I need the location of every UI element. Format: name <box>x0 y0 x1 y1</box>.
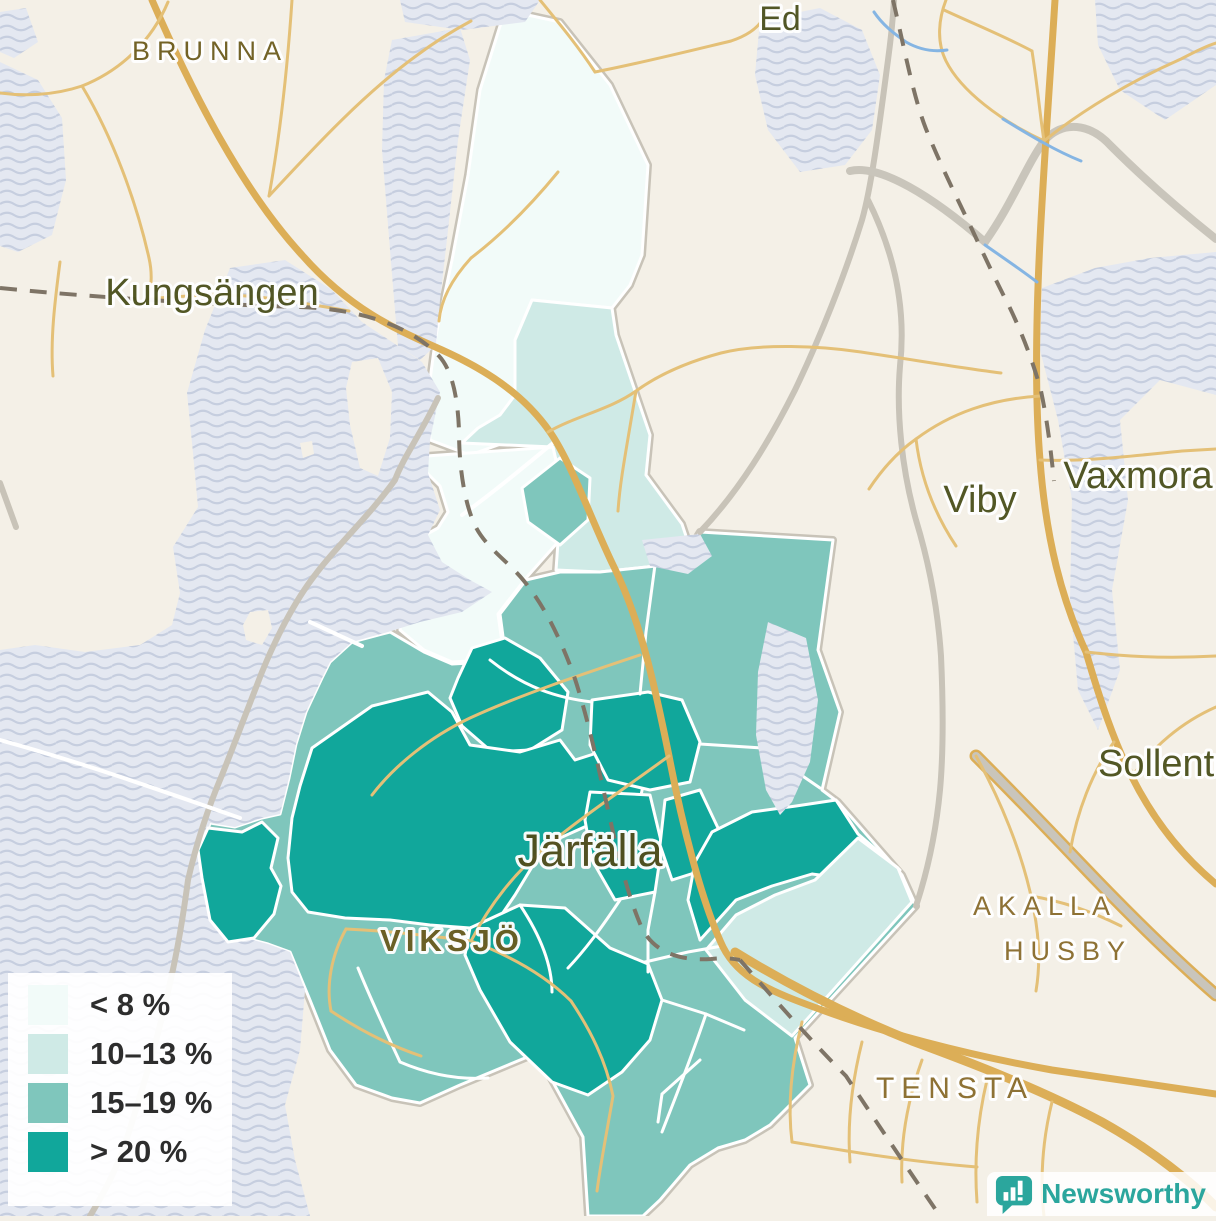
islands <box>243 358 392 645</box>
choropleth-class-10-13-east <box>704 836 914 1038</box>
island <box>300 441 314 458</box>
place-label-tensta: TENSTA <box>876 1072 1034 1105</box>
water-polygon <box>642 534 712 574</box>
place-label-brunna: BRUNNA <box>132 36 288 66</box>
legend-swatch-15-19 <box>28 1083 68 1123</box>
minor-white-roads <box>0 441 555 820</box>
logo-bars <box>1003 1180 1023 1201</box>
district-polygon <box>704 836 914 1038</box>
legend: < 8 % 10–13 % 15–19 % > 20 % <box>8 973 232 1206</box>
place-label-jarfalla: Järfälla <box>517 825 663 876</box>
legend-row: < 8 % <box>28 985 232 1025</box>
island <box>346 358 392 476</box>
legend-swatch-10-13 <box>28 1034 68 1074</box>
place-label-vaxmora: Vaxmora <box>1063 455 1213 497</box>
water-polygon <box>755 8 880 172</box>
water-polygon <box>382 28 470 360</box>
legend-swatch-color <box>28 1034 68 1074</box>
water-polygon <box>1040 252 1216 730</box>
legend-swatch-color <box>28 1083 68 1123</box>
legend-label: > 20 % <box>90 1134 188 1169</box>
streams <box>872 10 1083 284</box>
district-polygon <box>448 636 570 754</box>
district-polygon <box>196 820 283 944</box>
newsworthy-logo-icon <box>996 1175 1033 1214</box>
place-label-viksjo: VIKSJÖ <box>380 923 524 958</box>
district-polygon <box>588 690 702 792</box>
water-polygon <box>1095 0 1216 120</box>
legend-row: 15–19 % <box>28 1083 232 1123</box>
legend-label: 15–19 % <box>90 1085 213 1120</box>
place-label-sollentuna: Sollentuna <box>1098 743 1216 785</box>
choropleth-peninsula-over20 <box>196 820 283 944</box>
island <box>243 610 272 645</box>
district-polygon <box>463 903 664 1097</box>
choropleth-class-over20 <box>286 636 902 1097</box>
legend-row: 10–13 % <box>28 1034 232 1074</box>
place-labels: BRUNNA Ed Kungsängen Viby Vaxmora Sollen… <box>102 0 1216 1108</box>
legend-swatch-color <box>28 985 68 1025</box>
railways <box>0 0 1056 1218</box>
water-polygon <box>0 62 66 252</box>
place-label-akalla: AKALLA <box>973 891 1117 921</box>
choropleth-class-10-13 <box>460 298 692 574</box>
district-polygon <box>286 690 650 930</box>
legend-swatch-under8 <box>28 985 68 1025</box>
water-polygon <box>400 0 540 30</box>
legend-swatch-over20 <box>28 1132 68 1172</box>
place-label-kungsangen: Kungsängen <box>105 272 318 314</box>
legend-label: < 8 % <box>90 987 171 1022</box>
place-label-ed: Ed <box>759 0 801 38</box>
legend-row: > 20 % <box>28 1132 232 1172</box>
district-polygon <box>460 298 692 574</box>
newsworthy-attribution[interactable]: Newsworthy <box>987 1172 1216 1216</box>
district-polygon <box>583 790 664 902</box>
place-label-husby: HUSBY <box>1004 936 1132 966</box>
legend-label: 10–13 % <box>90 1036 213 1071</box>
legend-swatch-color <box>28 1132 68 1172</box>
water-polygon <box>0 8 38 58</box>
water-polygon <box>756 622 818 815</box>
place-label-viby: Viby <box>943 479 1016 521</box>
newsworthy-wordmark: Newsworthy <box>1041 1178 1206 1209</box>
gray-roads <box>846 123 1216 999</box>
